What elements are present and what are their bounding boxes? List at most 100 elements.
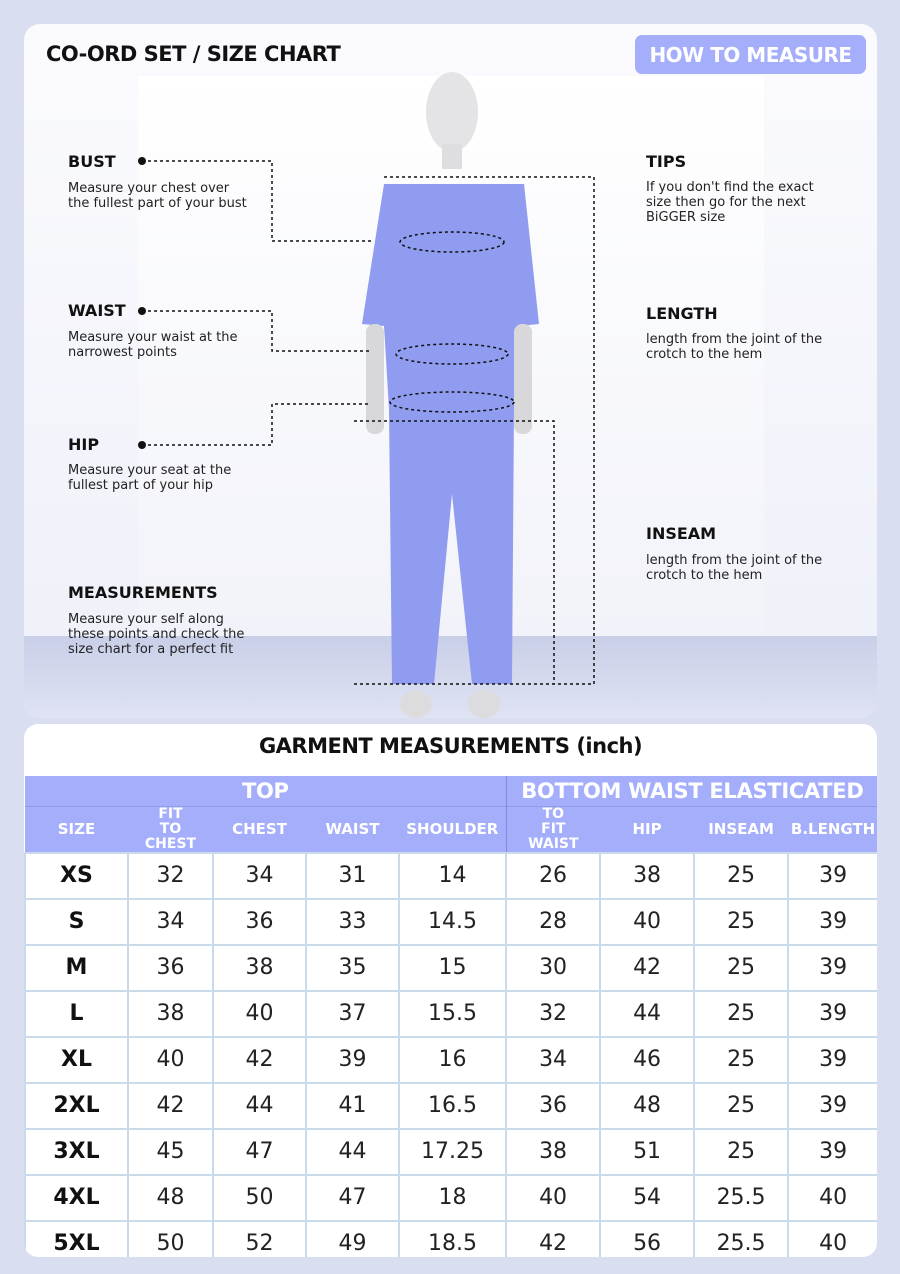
marker-dots: [138, 157, 146, 449]
value-cell: 25.5: [693, 1173, 790, 1222]
inseam-desc: length from the joint of the crotch to t…: [646, 553, 823, 583]
size-cell: XS: [24, 851, 129, 900]
value-cell: 18: [397, 1173, 508, 1222]
size-cell: M: [24, 943, 129, 992]
table-row: 4XL 48 50 47 18 40 54 25.5 40: [24, 1173, 877, 1222]
column-header: SHOULDER: [399, 805, 507, 853]
size-cell: 3XL: [24, 1127, 129, 1176]
shirt: [362, 184, 539, 409]
size-cell: L: [24, 989, 129, 1038]
table-title: GARMENT MEASUREMENTS (inch): [258, 734, 643, 758]
pants: [389, 409, 514, 684]
tips-desc: If you don't find the exact size then go…: [646, 180, 814, 225]
floor: [24, 636, 877, 718]
value-cell: 50: [212, 1173, 307, 1222]
measurements-desc: Measure your self along these points and…: [68, 612, 245, 657]
value-cell: 25: [693, 1035, 790, 1084]
value-cell: 40: [212, 989, 307, 1038]
value-cell: 16.5: [397, 1081, 508, 1130]
column-header: FIT TO CHEST: [128, 805, 213, 853]
value-cell: 47: [212, 1127, 307, 1176]
value-cell: 39: [787, 851, 877, 900]
hip-label: HIP: [68, 435, 100, 454]
table-row: 3XL 45 47 44 17.25 38 51 25 39: [24, 1127, 877, 1176]
column-header: B.LENGTH: [788, 805, 877, 853]
value-cell: 35: [305, 943, 400, 992]
value-cell: 34: [505, 1035, 602, 1084]
mannequin-illustration: [138, 72, 595, 718]
measure-lines: [142, 160, 595, 685]
value-cell: 32: [127, 851, 214, 900]
size-cell: 5XL: [24, 1219, 129, 1257]
value-cell: 25: [693, 897, 790, 946]
column-header: HIP: [600, 805, 695, 853]
table-row: 5XL 50 52 49 18.5 42 56 25.5 40: [24, 1219, 877, 1257]
value-cell: 44: [599, 989, 696, 1038]
value-cell: 51: [599, 1127, 696, 1176]
value-cell: 31: [305, 851, 400, 900]
waist-label: WAIST: [68, 301, 126, 320]
value-cell: 25.5: [693, 1219, 790, 1257]
value-cell: 38: [505, 1127, 602, 1176]
value-cell: 37: [305, 989, 400, 1038]
value-cell: 40: [787, 1219, 877, 1257]
value-cell: 16: [397, 1035, 508, 1084]
value-cell: 15.5: [397, 989, 508, 1038]
value-cell: 46: [599, 1035, 696, 1084]
length-desc: length from the joint of the crotch to t…: [646, 332, 823, 362]
value-cell: 42: [599, 943, 696, 992]
value-cell: 38: [127, 989, 214, 1038]
column-header: INSEAM: [694, 805, 789, 853]
value-cell: 36: [127, 943, 214, 992]
value-cell: 25: [693, 1081, 790, 1130]
value-cell: 25: [693, 851, 790, 900]
length-label: LENGTH: [646, 304, 718, 323]
value-cell: 40: [599, 897, 696, 946]
value-cell: 40: [127, 1035, 214, 1084]
value-cell: 14: [397, 851, 508, 900]
value-cell: 56: [599, 1219, 696, 1257]
column-header: SIZE: [25, 805, 128, 853]
value-cell: 41: [305, 1081, 400, 1130]
value-cell: 40: [787, 1173, 877, 1222]
value-cell: 47: [305, 1173, 400, 1222]
bust-desc: Measure your chest over the fullest part…: [68, 181, 247, 211]
value-cell: 48: [127, 1173, 214, 1222]
value-cell: 39: [305, 1035, 400, 1084]
arms: [366, 324, 532, 434]
value-cell: 38: [599, 851, 696, 900]
value-cell: 25: [693, 1127, 790, 1176]
tips-label: TIPS: [646, 152, 687, 171]
value-cell: 39: [787, 1081, 877, 1130]
group-bottom: BOTTOM WAIST ELASTICATED: [505, 776, 877, 806]
table-row: M 36 38 35 15 30 42 25 39: [24, 943, 877, 992]
hip-desc: Measure your seat at the fullest part of…: [68, 463, 232, 493]
value-cell: 54: [599, 1173, 696, 1222]
value-cell: 34: [212, 851, 307, 900]
value-cell: 38: [212, 943, 307, 992]
value-cell: 39: [787, 1127, 877, 1176]
value-cell: 36: [212, 897, 307, 946]
value-cell: 17.25: [397, 1127, 508, 1176]
measure-guide-card: CO-ORD SET / SIZE CHART HOW TO MEASURE: [24, 24, 877, 718]
value-cell: 34: [127, 897, 214, 946]
size-table: TOP BOTTOM WAIST ELASTICATED SIZE FIT TO C…: [24, 776, 877, 1257]
value-cell: 48: [599, 1081, 696, 1130]
inseam-label: INSEAM: [646, 524, 717, 543]
table-row: XL 40 42 39 16 34 46 25 39: [24, 1035, 877, 1084]
value-cell: 28: [505, 897, 602, 946]
value-cell: 42: [505, 1219, 602, 1257]
value-cell: 44: [212, 1081, 307, 1130]
bust-label: BUST: [68, 152, 116, 171]
value-cell: 42: [127, 1081, 214, 1130]
size-cell: 4XL: [24, 1173, 129, 1222]
value-cell: 36: [505, 1081, 602, 1130]
value-cell: 25: [693, 989, 790, 1038]
value-cell: 14.5: [397, 897, 508, 946]
table-row: S 34 36 33 14.5 28 40 25 39: [24, 897, 877, 946]
measurements-label: MEASUREMENTS: [68, 583, 218, 602]
column-header: TO FIT WAIST: [505, 805, 601, 853]
value-cell: 49: [305, 1219, 400, 1257]
table-row: 2XL 42 44 41 16.5 36 48 25 39: [24, 1081, 877, 1130]
value-cell: 39: [787, 897, 877, 946]
